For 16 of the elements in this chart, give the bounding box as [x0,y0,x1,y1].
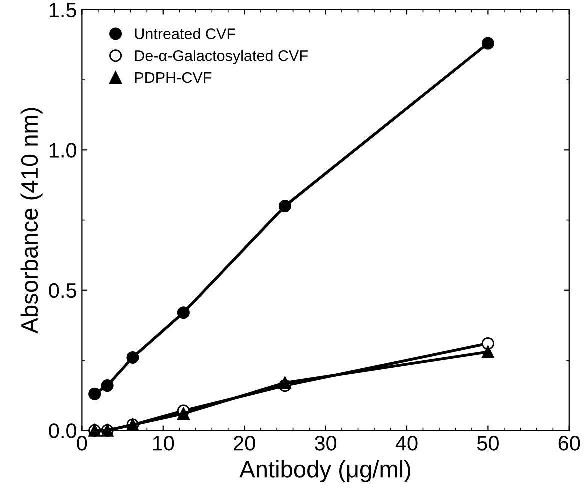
legend-label: Untreated CVF [135,28,236,40]
legend-label: De-α-Galactosylated CVF [135,50,308,64]
x-tick-label: 40 [396,436,418,451]
y-axis-title: Absorbance (410 nm) [20,108,43,334]
x-tick-label: 20 [234,436,256,451]
x-tick-label: 0 [77,436,88,451]
legend-label: PDPH-CVF [135,72,212,84]
x-tick-label: 60 [558,436,580,451]
x-axis-title: Antibody (μg/ml) [240,460,411,482]
x-tick-label: 50 [477,436,499,451]
y-tick-label: 0.0 [49,424,77,438]
x-tick-label: 30 [314,436,337,451]
x-tick-label: 10 [153,436,174,451]
y-tick-label: 1.0 [50,143,77,158]
y-tick-label: 1.5 [50,3,76,18]
y-tick-label: 0.5 [49,283,76,298]
